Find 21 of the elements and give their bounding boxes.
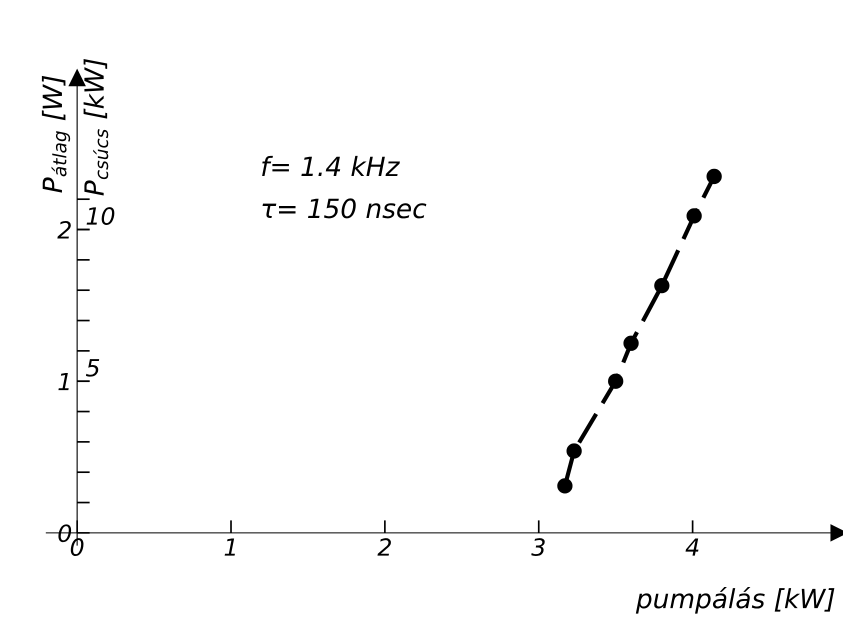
- x-tick-label: 3: [531, 538, 545, 556]
- x-tick-label: 4: [686, 538, 698, 556]
- x-tick-label: 2: [377, 538, 391, 556]
- y-axis-title: P$_{átlag}$ [W]: [42, 76, 70, 193]
- point: [623, 336, 639, 351]
- annotation: τ= 150 nsec: [262, 198, 426, 218]
- point: [557, 478, 573, 494]
- point: [566, 443, 582, 459]
- annotation: f= 1.4 kHz: [262, 156, 400, 176]
- y2-tick-label: 5: [86, 359, 100, 377]
- x-tick-label: 0: [70, 538, 84, 556]
- y2-axis-title: P$_{csúcs}$ [kW]: [84, 58, 108, 196]
- y2-tick-label: 10: [86, 207, 114, 225]
- x-axis-title: pumpálás [kW]: [636, 587, 834, 614]
- y-tick-label: 2: [57, 220, 71, 239]
- y-tick-label: 1: [58, 372, 69, 390]
- point: [706, 168, 722, 184]
- x-tick-label: 1: [224, 538, 235, 556]
- point: [608, 374, 624, 389]
- point: [686, 208, 702, 224]
- point: [654, 278, 670, 294]
